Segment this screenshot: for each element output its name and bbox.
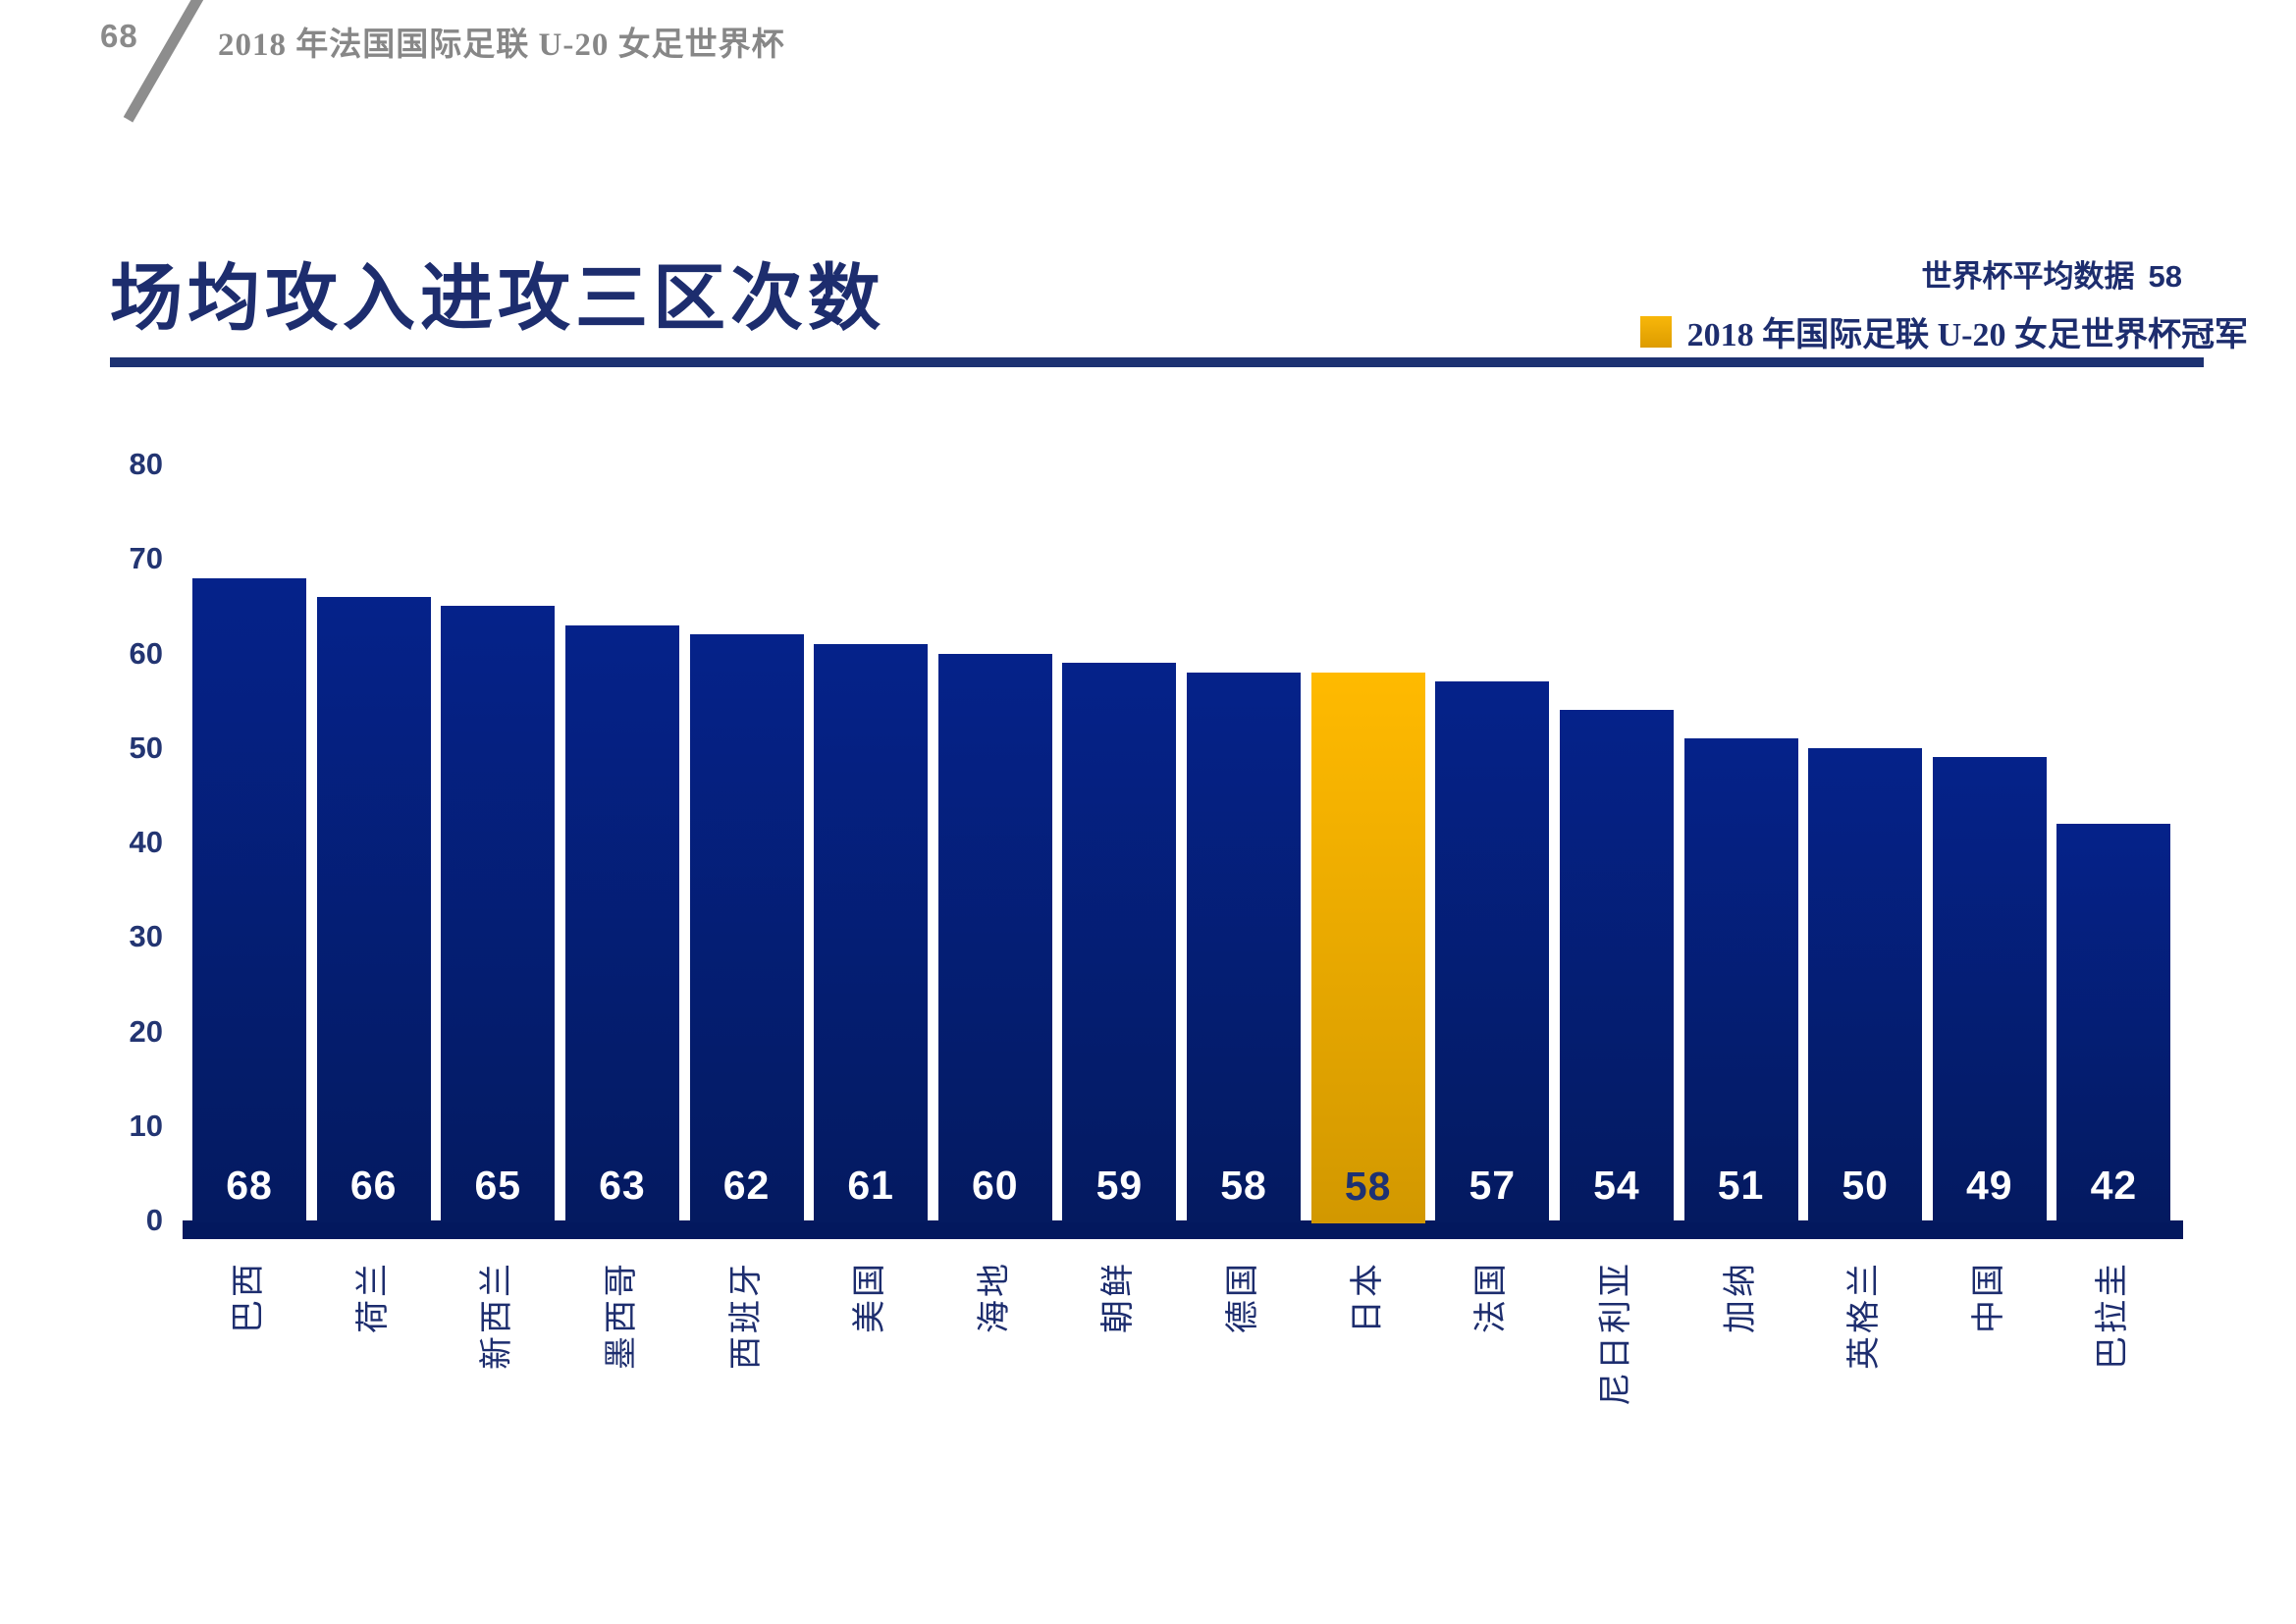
legend-average-value: 58	[2148, 259, 2182, 294]
x-axis-label: 墨西哥	[565, 1261, 679, 1516]
bar: 42	[2056, 823, 2171, 1222]
bar-value-label: 68	[226, 1163, 273, 1208]
y-axis-tick-label: 10	[129, 1108, 163, 1143]
x-axis-label-text: 法国	[1473, 1261, 1511, 1333]
chart-title: 场均攻入进攻三区次数	[110, 259, 885, 340]
x-axis-label: 海地	[938, 1261, 1052, 1516]
x-axis-label-text: 巴西	[231, 1261, 267, 1333]
x-axis-label-text: 德国	[1225, 1261, 1261, 1333]
bar: 62	[689, 634, 804, 1222]
y-axis-tick-label: 30	[129, 919, 163, 954]
x-axis-label-text: 加纳	[1722, 1261, 1759, 1333]
bar-value-label: 61	[847, 1163, 894, 1208]
x-axis-label-text: 墨西哥	[603, 1261, 640, 1370]
y-axis-tick-label: 60	[129, 635, 163, 671]
bar: 58	[1187, 672, 1301, 1222]
bar-value-label: 63	[599, 1163, 646, 1208]
report-header: 2018 年法国国际足联 U-20 女足世界杯	[218, 27, 785, 63]
x-axis-label: 德国	[1187, 1261, 1301, 1516]
legend-champion-label: 2018 年国际足联 U-20 女足世界杯冠军	[1686, 317, 2248, 353]
x-axis-label-text: 荷兰	[354, 1261, 392, 1333]
bar: 49	[1932, 757, 2047, 1222]
bar: 54	[1559, 710, 1674, 1222]
bar: 66	[316, 596, 431, 1222]
x-axis-label: 美国	[814, 1261, 928, 1516]
bar: 57	[1435, 681, 1550, 1222]
x-axis-label-text: 朝鲜	[1100, 1261, 1138, 1333]
x-axis-label: 日本	[1311, 1261, 1425, 1516]
bar-value-label: 50	[1842, 1163, 1889, 1208]
champion-color-swatch-icon	[1639, 315, 1672, 348]
y-axis-tick-label: 40	[129, 825, 163, 859]
legend-average-row: 世界杯平均数据 58	[1640, 251, 2248, 296]
bar: 50	[1808, 747, 1923, 1222]
bar-value-label: 59	[1095, 1163, 1144, 1208]
bar-value-label: 58	[1344, 1164, 1392, 1209]
bar: 68	[192, 577, 306, 1222]
baseline-band	[183, 1220, 2183, 1239]
bar-highlight-champion: 58	[1310, 672, 1425, 1223]
x-axis-label-text: 西班牙	[727, 1261, 765, 1370]
x-axis-label-text: 巴拉圭	[2095, 1261, 2132, 1370]
bar: 51	[1683, 738, 1798, 1222]
x-axis-label-text: 中国	[1970, 1261, 2007, 1333]
bar: 59	[1062, 663, 1177, 1222]
x-axis-label: 巴拉圭	[2056, 1261, 2170, 1516]
page-number: 68	[100, 18, 138, 54]
bar-value-label: 62	[722, 1163, 771, 1208]
x-axis-label-text: 尼日利亚	[1597, 1261, 1634, 1406]
bar-value-label: 57	[1468, 1163, 1517, 1208]
bar-value-label: 58	[1220, 1163, 1267, 1208]
x-axis-label: 朝鲜	[1062, 1261, 1176, 1516]
x-axis-label-text: 新西兰	[479, 1261, 516, 1370]
y-axis-tick-label: 0	[145, 1203, 163, 1237]
bar-value-label: 66	[349, 1163, 398, 1208]
x-axis-label: 加纳	[1684, 1261, 1798, 1516]
bar-value-label: 42	[2090, 1163, 2138, 1208]
legend-champion-row: 2018 年国际足联 U-20 女足世界杯冠军	[1639, 307, 2248, 355]
x-axis-label: 荷兰	[317, 1261, 431, 1516]
x-axis-label: 英格兰	[1808, 1261, 1922, 1516]
x-axis-label: 中国	[1933, 1261, 2047, 1516]
y-axis-tick-label: 50	[129, 730, 163, 765]
bar: 65	[441, 606, 556, 1222]
title-underline-rule	[110, 357, 2204, 367]
chart-legend: 世界杯平均数据 58 2018 年国际足联 U-20 女足世界杯冠军	[1639, 251, 2248, 355]
bar-value-label: 65	[474, 1163, 522, 1208]
bar: 61	[814, 643, 929, 1222]
y-axis-tick-label: 20	[129, 1013, 163, 1049]
x-axis-label-text: 英格兰	[1846, 1261, 1884, 1370]
bar-value-label: 49	[1965, 1163, 2013, 1208]
x-axis-label: 新西兰	[441, 1261, 555, 1516]
bar-value-label: 54	[1593, 1163, 1640, 1208]
bar-value-label: 60	[971, 1163, 1019, 1208]
y-axis-tick-label: 80	[129, 447, 163, 481]
x-axis-label: 巴西	[192, 1261, 306, 1516]
x-axis-label-text: 日本	[1349, 1261, 1386, 1333]
bar: 63	[564, 624, 679, 1222]
legend-average-label: 世界杯平均数据	[1921, 259, 2135, 294]
x-axis-label-text: 海地	[976, 1261, 1013, 1333]
x-axis-label: 西班牙	[690, 1261, 804, 1516]
x-axis-label: 尼日利亚	[1560, 1261, 1674, 1516]
y-axis-tick-label: 70	[129, 541, 163, 576]
bar-value-label: 51	[1717, 1163, 1765, 1208]
x-axis-label: 法国	[1435, 1261, 1549, 1516]
bar: 60	[937, 653, 1052, 1222]
x-axis-label-text: 美国	[852, 1261, 889, 1333]
